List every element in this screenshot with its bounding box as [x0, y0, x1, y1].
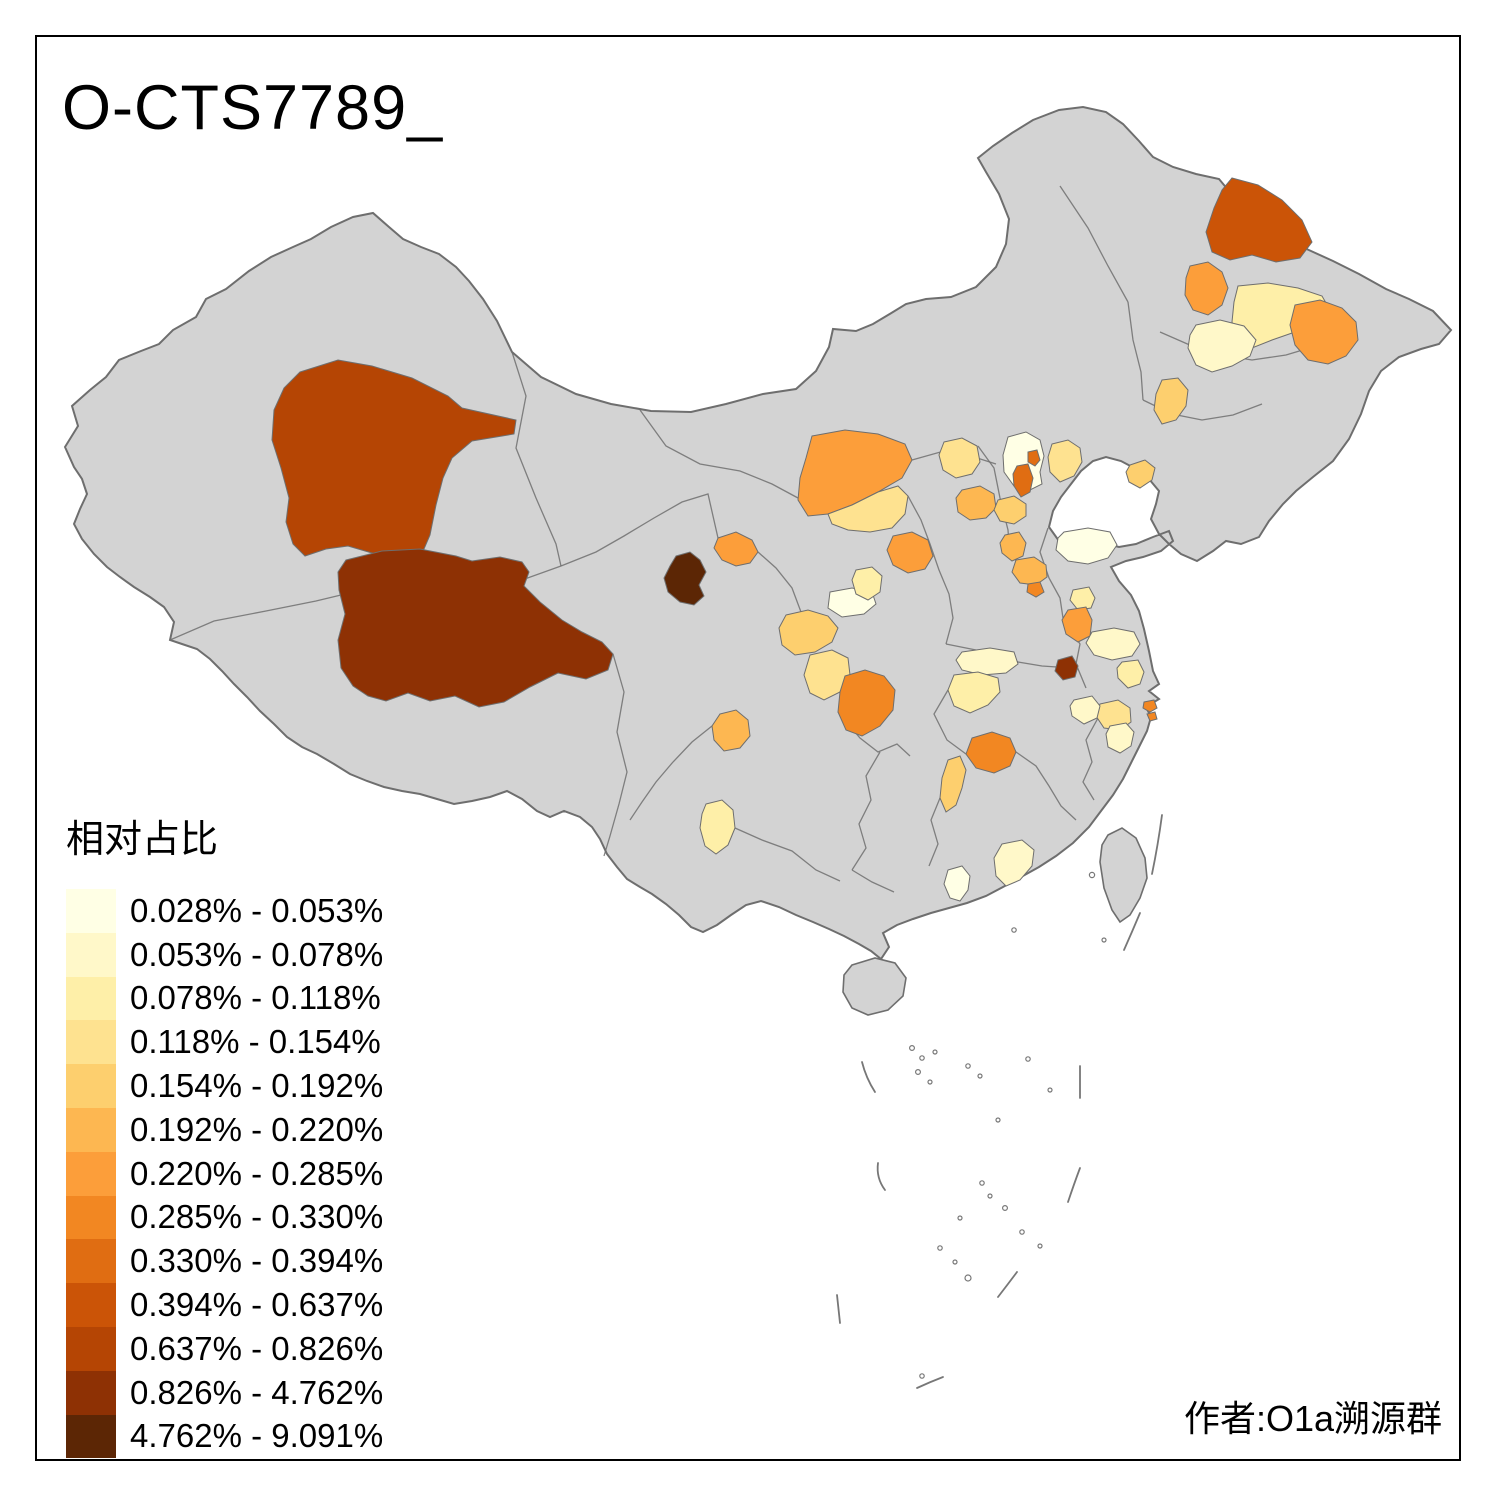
- map-region: [1105, 722, 1135, 754]
- legend-label: 0.330% - 0.394%: [130, 1242, 384, 1280]
- map-region: [955, 647, 1019, 676]
- legend-label: 0.637% - 0.826%: [130, 1329, 384, 1367]
- map-region: [711, 709, 751, 752]
- map-region: [999, 531, 1027, 562]
- map-region: [1047, 439, 1083, 483]
- legend-swatch: [66, 1239, 116, 1284]
- author-credit: 作者:O1a溯源群: [1183, 1398, 1442, 1439]
- legend-swatch: [66, 1326, 116, 1371]
- map-region: [993, 839, 1035, 887]
- map-region: [1289, 299, 1359, 365]
- map-region: [713, 531, 759, 567]
- legend-swatch: [66, 1414, 116, 1459]
- legend-title: 相对占比: [66, 819, 219, 861]
- south-china-sea-features: [836, 814, 1163, 1389]
- legend-swatch: [66, 889, 116, 933]
- map-region: [851, 566, 883, 601]
- legend-swatch: [66, 1283, 116, 1327]
- legend-swatch: [66, 1370, 116, 1415]
- colored-regions: [271, 177, 1359, 902]
- legend-label: 4.762% - 9.091%: [130, 1417, 384, 1455]
- map-region: [947, 671, 1001, 714]
- map-region: [1187, 319, 1257, 373]
- map-region: [1011, 556, 1048, 586]
- map-region: [1054, 655, 1079, 681]
- legend-label: 0.118% - 0.154%: [130, 1023, 381, 1061]
- legend-label: 0.192% - 0.220%: [130, 1110, 384, 1148]
- map-region: [1069, 586, 1096, 611]
- map-region: [943, 865, 971, 902]
- map-region: [1027, 449, 1041, 467]
- map-region: [1012, 463, 1034, 498]
- map-title: O-CTS7789_: [62, 73, 444, 143]
- map-region: [993, 495, 1027, 525]
- legend-swatch: [66, 1195, 116, 1240]
- legend-label: 0.285% - 0.330%: [130, 1198, 384, 1236]
- legend-item: 0.053% - 0.078%: [66, 932, 384, 977]
- legend-label: 0.154% - 0.192%: [130, 1067, 384, 1105]
- map-region: [939, 755, 967, 813]
- map-region: [1125, 459, 1156, 489]
- map-region: [1184, 261, 1229, 316]
- legend-items: 0.028% - 0.053% 0.053% - 0.078% 0.078% - 0…: [66, 889, 384, 1459]
- map-region: [1142, 699, 1158, 722]
- legend-swatch: [66, 1020, 116, 1065]
- map-region: [965, 731, 1017, 774]
- map-region: [938, 437, 981, 479]
- map-region: [955, 485, 997, 521]
- legend-item: 4.762% - 9.091%: [66, 1414, 384, 1459]
- legend-item: 0.118% - 0.154%: [66, 1020, 383, 1065]
- legend-swatch: [66, 932, 116, 977]
- map-region: [1069, 695, 1101, 725]
- map-region: [1055, 527, 1118, 565]
- legend-item: 0.220% - 0.285%: [66, 1151, 384, 1196]
- map-region: [1061, 606, 1093, 643]
- legend: 相对占比 0.028% - 0.053% 0.053% - 0.078% 0.078…: [66, 808, 384, 1459]
- hainan-island: [842, 957, 907, 1016]
- legend-swatch: [66, 976, 116, 1021]
- map-region: [1153, 377, 1189, 425]
- legend-item: 0.826% - 4.762%: [66, 1370, 384, 1415]
- legend-label: 0.053% - 0.078%: [130, 935, 384, 973]
- legend-item: 0.285% - 0.330%: [66, 1195, 384, 1240]
- legend-label: 0.394% - 0.637%: [130, 1286, 384, 1324]
- map-region: [1205, 177, 1313, 263]
- legend-item: 0.028% - 0.053%: [66, 889, 383, 933]
- map-region: [1085, 627, 1141, 661]
- legend-item: 0.394% - 0.637%: [66, 1283, 383, 1327]
- country-outline: [63, 105, 1453, 1016]
- legend-label: 0.078% - 0.118%: [130, 979, 381, 1017]
- legend-swatch: [66, 1151, 116, 1196]
- taiwan-island: [1099, 827, 1148, 924]
- legend-item: 0.078% - 0.118%: [66, 976, 383, 1021]
- legend-item: 0.154% - 0.192%: [66, 1064, 383, 1108]
- legend-item: 0.192% - 0.220%: [66, 1107, 384, 1152]
- map-region: [778, 609, 839, 656]
- map-region: [827, 485, 909, 533]
- map-region: [663, 551, 707, 606]
- map-region: [1026, 581, 1045, 598]
- map-region: [886, 531, 934, 574]
- map-region: [1116, 659, 1145, 689]
- map-region: [699, 799, 736, 855]
- legend-label: 0.826% - 4.762%: [130, 1373, 384, 1411]
- map-region: [837, 669, 896, 737]
- legend-item: 0.330% - 0.394%: [66, 1239, 384, 1284]
- legend-swatch: [66, 1107, 116, 1152]
- legend-swatch: [66, 1064, 116, 1108]
- legend-label: 0.028% - 0.053%: [130, 891, 384, 929]
- legend-label: 0.220% - 0.285%: [130, 1154, 384, 1192]
- legend-item: 0.637% - 0.826%: [66, 1326, 384, 1371]
- map-region: [337, 548, 614, 708]
